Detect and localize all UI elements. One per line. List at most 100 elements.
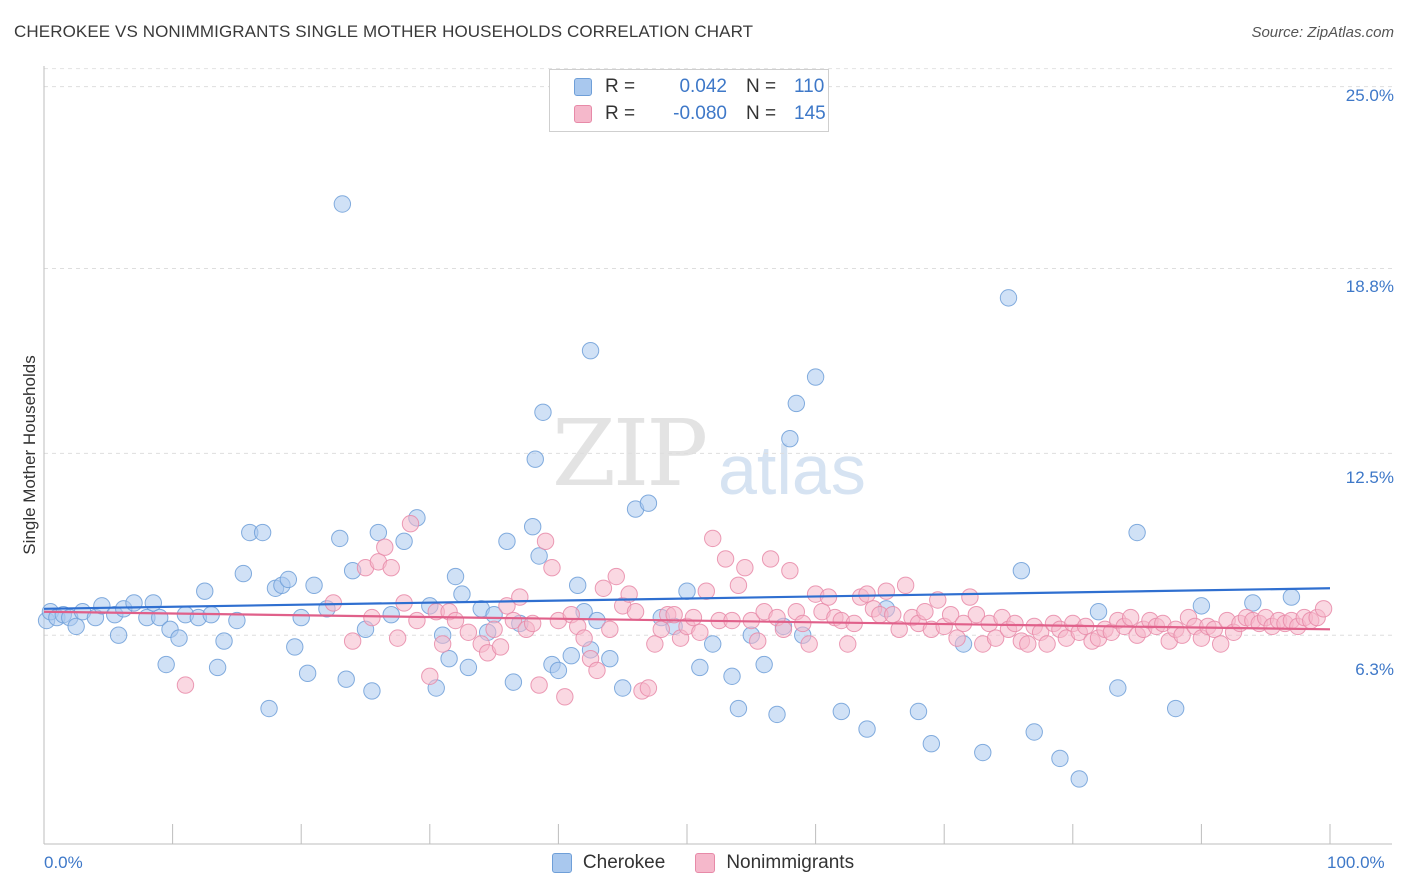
cherokee-point	[1109, 679, 1127, 697]
x-tick-label-max: 100.0%	[1327, 853, 1385, 872]
cherokee-point	[504, 673, 523, 691]
nonimmigrants-point	[639, 679, 658, 697]
cherokee-point	[999, 289, 1018, 307]
cherokee-point	[614, 679, 632, 697]
legend-n-label: N =	[746, 76, 777, 97]
nonimmigrants-point	[401, 515, 420, 533]
cherokee-point	[337, 670, 355, 688]
cherokee-point	[781, 429, 799, 448]
nonimmigrants-point	[749, 632, 767, 650]
cherokee-point	[208, 658, 227, 677]
cherokee-point	[922, 735, 941, 753]
nonimmigrants-swatch	[574, 105, 592, 123]
cherokee-point	[568, 576, 587, 595]
nonimmigrants-point	[620, 585, 638, 603]
y-tick-label: 18.8%	[1345, 277, 1394, 296]
x-tick-label-min: 0.0%	[44, 853, 83, 872]
cherokee-point	[768, 705, 786, 724]
nonimmigrants-point	[607, 567, 625, 586]
nonimmigrants-point	[858, 585, 876, 603]
series-legend: Cherokee Nonimmigrants	[0, 852, 1406, 874]
cherokee-point	[279, 570, 298, 589]
nonimmigrants-point	[601, 620, 619, 639]
cherokee-point	[530, 547, 548, 565]
cherokee-point	[369, 523, 388, 542]
cherokee-point	[678, 582, 696, 600]
nonimmigrants-point	[530, 676, 548, 694]
nonimmigrants-point	[1121, 608, 1140, 627]
nonimmigrants-point	[761, 550, 780, 568]
cherokee-point	[228, 611, 246, 630]
nonimmigrants-point	[665, 605, 683, 624]
cherokee-point	[196, 582, 214, 600]
cherokee-point	[67, 617, 85, 636]
cherokee-point	[363, 682, 381, 700]
nonimmigrants-point	[1211, 635, 1230, 653]
nonimmigrants-point	[343, 632, 362, 650]
legend-item-label: Nonimmigrants	[726, 852, 855, 873]
nonimmigrants-point	[684, 608, 703, 627]
cherokee-point	[729, 699, 748, 718]
nonimmigrants-point	[691, 623, 709, 641]
legend-n-label: N =	[746, 103, 777, 124]
cherokee-point	[526, 450, 544, 468]
chart-title: CHEROKEE VS NONIMMIGRANTS SINGLE MOTHER …	[14, 22, 754, 41]
nonimmigrants-point	[491, 638, 510, 656]
cherokee-point	[562, 647, 580, 665]
cherokee-point	[1192, 597, 1211, 615]
nonimmigrants-point	[176, 676, 195, 694]
nonimmigrants-point	[929, 591, 947, 609]
nonimmigrants-point	[536, 532, 555, 551]
cherokee-point	[549, 661, 568, 680]
cherokee-point	[534, 403, 552, 421]
cherokee-point	[581, 341, 600, 360]
nonimmigrants-point	[1205, 620, 1223, 639]
cherokee-point	[382, 605, 400, 624]
cherokee-point	[639, 494, 658, 512]
nonimmigrants-point	[884, 605, 902, 624]
cherokee-swatch	[551, 853, 572, 873]
legend-n-value: 110	[794, 76, 825, 97]
nonimmigrants-point	[1019, 635, 1037, 653]
cherokee-point	[1166, 699, 1185, 718]
cherokee-point	[723, 667, 741, 685]
nonimmigrants-point	[800, 635, 818, 653]
cherokee-point	[170, 629, 188, 647]
cherokee-point	[453, 585, 471, 603]
cherokee-point	[1244, 594, 1262, 612]
nonimmigrants-point	[704, 529, 722, 548]
nonimmigrants-point	[948, 629, 966, 647]
cherokee-point	[523, 517, 542, 536]
cherokee-point	[298, 664, 317, 683]
nonimmigrants-point	[594, 579, 613, 597]
nonimmigrants-point	[1314, 600, 1333, 618]
cherokee-point	[446, 567, 465, 586]
nonimmigrants-point	[504, 611, 523, 630]
nonimmigrants-point	[575, 629, 593, 647]
nonimmigrants-point	[1006, 614, 1024, 633]
cherokee-point	[109, 626, 128, 644]
cherokee-point	[1089, 603, 1108, 621]
cherokee-point	[286, 638, 304, 656]
cherokee-point	[691, 658, 709, 677]
nonimmigrants-point	[652, 620, 670, 639]
nonimmigrants-point	[588, 661, 606, 680]
cherokee-point	[806, 368, 825, 386]
nonimmigrants-point	[485, 620, 503, 639]
cherokee-point	[253, 523, 272, 542]
y-tick-label: 25.0%	[1345, 86, 1394, 105]
nonimmigrants-point	[421, 667, 439, 685]
cherokee-point	[260, 699, 278, 718]
nonimmigrants-point	[646, 635, 664, 653]
nonimmigrants-point	[736, 559, 754, 577]
cherokee-point	[787, 394, 806, 413]
nonimmigrants-point	[408, 611, 426, 630]
nonimmigrants-point	[556, 688, 574, 706]
cherokee-point	[974, 743, 992, 762]
nonimmigrants-point	[941, 605, 960, 624]
cherokee-point	[331, 529, 349, 548]
cherokee-point	[601, 649, 619, 668]
nonimmigrants-point	[896, 576, 915, 595]
cherokee-point	[292, 608, 310, 627]
cherokee-point	[305, 576, 323, 595]
